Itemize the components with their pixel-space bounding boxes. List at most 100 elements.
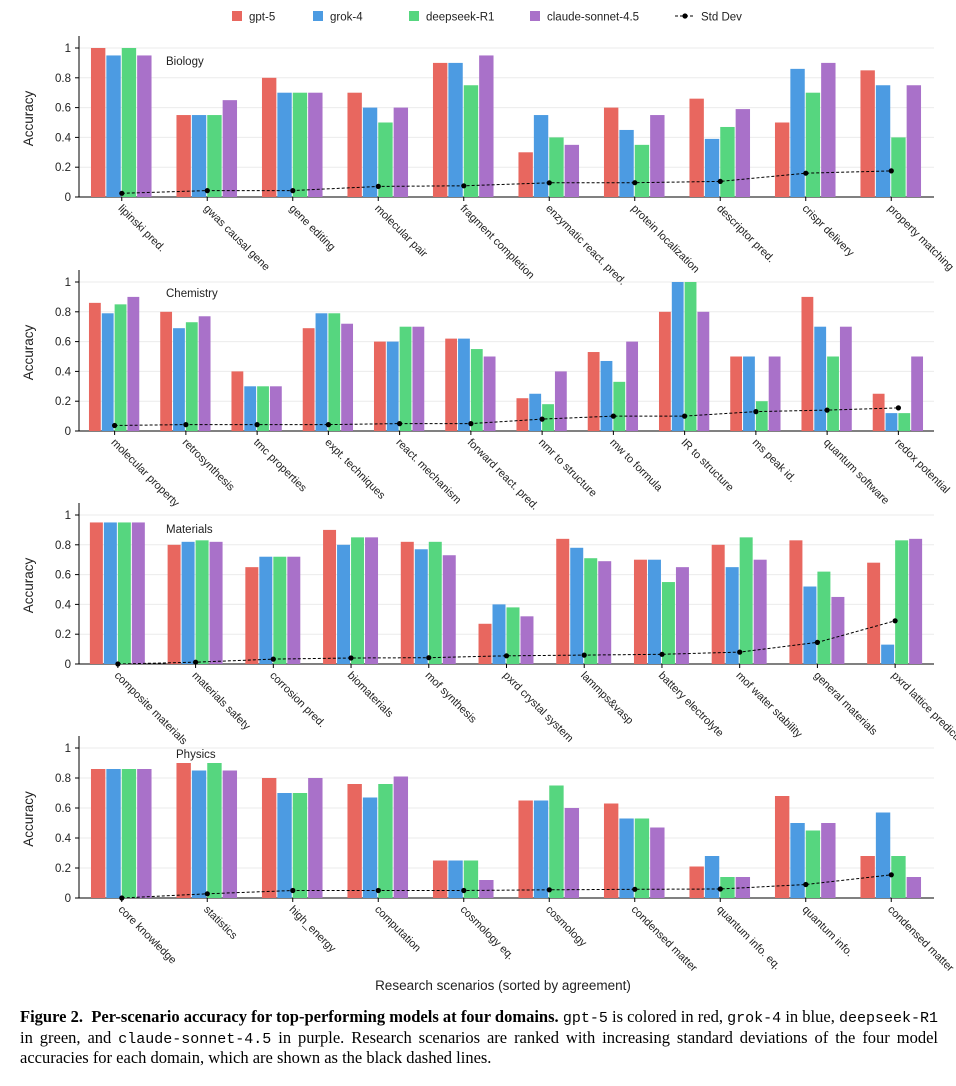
legend-swatch-gpt-5	[232, 11, 242, 21]
bar-grok-4	[875, 85, 891, 197]
bar-grok-4	[533, 800, 549, 898]
std-dev-point	[193, 659, 199, 665]
y-tick-label: 0.6	[55, 570, 71, 582]
std-dev-point	[546, 180, 552, 186]
std-dev-point	[290, 188, 296, 194]
std-dev-point	[895, 405, 902, 411]
panel-physics: 0 0.2 0.4 0.6 0.8 1 Accuracy Physics core knowle…	[21, 736, 956, 975]
caption-title: Per-scenario accuracy for top-performing…	[91, 1007, 559, 1026]
bar-grok-4	[337, 544, 351, 664]
bar-claude-sonnet-4.5	[564, 808, 580, 898]
bar-deepseek-R1	[292, 92, 308, 197]
bar-grok-4	[875, 812, 891, 898]
x-tick-label: cosmology	[543, 904, 589, 950]
bar-gpt-5	[587, 352, 600, 431]
legend-label-claude-sonnet-4.5: claude-sonnet-4.5	[547, 12, 639, 24]
bar-grok-4	[244, 386, 257, 431]
std-dev-point	[888, 872, 894, 878]
x-tick-label: expt. techniques	[322, 437, 387, 502]
bar-deepseek-R1	[428, 541, 442, 664]
bar-gpt-5	[633, 559, 647, 664]
bar-deepseek-R1	[273, 556, 287, 664]
x-tick-label: core knowledge	[116, 904, 179, 967]
bar-claude-sonnet-4.5	[626, 341, 639, 431]
x-tick-label: react. mechanism	[394, 437, 464, 507]
bar-deepseek-R1	[720, 877, 735, 898]
x-tick-label: condensed matter	[885, 904, 956, 975]
caption-text-2: in blue,	[781, 1007, 839, 1026]
bar-deepseek-R1	[891, 137, 906, 197]
x-tick-label: molecular pair	[372, 203, 430, 261]
bar-grok-4	[173, 328, 185, 431]
bar-deepseek-R1	[351, 537, 365, 664]
bar-gpt-5	[445, 338, 458, 431]
bar-gpt-5	[89, 522, 103, 664]
chart-legend: gpt-5 grok-4 deepseek-R1 claude-sonnet-4.5 S…	[232, 11, 742, 24]
bar-gpt-5	[373, 341, 386, 431]
bar-grok-4	[448, 62, 463, 198]
bar-claude-sonnet-4.5	[127, 296, 140, 431]
panel-title: Biology	[166, 56, 204, 68]
bar-gpt-5	[167, 544, 181, 664]
bar-deepseek-R1	[549, 137, 564, 197]
bar-grok-4	[315, 313, 328, 431]
x-tick-label: property matching	[885, 203, 956, 274]
bar-deepseek-R1	[378, 784, 393, 898]
std-dev-point	[375, 183, 381, 189]
bar-deepseek-R1	[506, 607, 520, 664]
bar-deepseek-R1	[898, 413, 911, 431]
x-tick-label: pxrd crystal system	[500, 670, 575, 745]
std-dev-point	[119, 895, 125, 901]
std-dev-point	[610, 413, 617, 419]
y-tick-label: 0.2	[55, 629, 71, 641]
x-tick-label: quantum info.	[800, 904, 856, 960]
bar-deepseek-R1	[542, 404, 554, 431]
std-dev-point	[119, 190, 125, 196]
bar-deepseek-R1	[463, 860, 479, 898]
std-dev-point	[115, 661, 121, 667]
std-dev-point	[892, 618, 898, 624]
bar-grok-4	[600, 360, 613, 431]
std-dev-point	[717, 178, 723, 184]
bar-claude-sonnet-4.5	[479, 55, 494, 198]
x-tick-label: lipinski pred.	[116, 203, 168, 255]
bar-gpt-5	[860, 70, 875, 197]
bar-gpt-5	[323, 529, 337, 664]
y-tick-label: 0.6	[55, 103, 71, 115]
bar-deepseek-R1	[895, 540, 909, 664]
x-tick-label: materials safety	[189, 670, 252, 733]
x-tick-label: mof synthesis	[423, 670, 479, 726]
bar-gpt-5	[711, 544, 725, 664]
y-tick-label: 1	[65, 43, 71, 55]
bar-grok-4	[181, 541, 195, 664]
x-tick-label: condensed matter	[629, 904, 700, 975]
std-dev-point	[659, 651, 665, 657]
bar-claude-sonnet-4.5	[209, 541, 223, 664]
bar-grok-4	[619, 818, 634, 898]
x-tick-label: crispr delivery	[800, 203, 857, 260]
caption-model-claude: claude-sonnet-4.5	[118, 1030, 272, 1048]
std-dev-point	[814, 639, 821, 646]
bar-gpt-5	[245, 567, 259, 664]
bar-grok-4	[386, 341, 399, 431]
bar-deepseek-R1	[805, 92, 821, 197]
std-dev-point	[375, 887, 381, 894]
x-tick-label: enzymatic react. pred.	[543, 203, 628, 288]
bar-claude-sonnet-4.5	[831, 596, 845, 664]
bar-deepseek-R1	[584, 558, 598, 664]
std-dev-point	[581, 652, 587, 658]
bar-deepseek-R1	[827, 356, 839, 431]
y-tick-label: 0	[65, 192, 71, 204]
bar-deepseek-R1	[185, 322, 198, 431]
bar-claude-sonnet-4.5	[131, 522, 145, 664]
y-tick-label: 0.4	[55, 366, 72, 378]
x-tick-label: mw to formula	[607, 437, 665, 495]
chart-panels: 0 0.2 0.4 0.6 0.8 1 Accuracy Biology lipinski pr…	[21, 36, 956, 975]
y-tick-label: 0	[65, 659, 71, 671]
panel-title: Materials	[166, 524, 213, 536]
x-tick-label: molecular property	[109, 437, 182, 510]
std-dev-point	[426, 655, 432, 661]
panel-title: Physics	[176, 749, 216, 761]
bar-claude-sonnet-4.5	[137, 55, 152, 198]
bar-gpt-5	[432, 62, 448, 198]
